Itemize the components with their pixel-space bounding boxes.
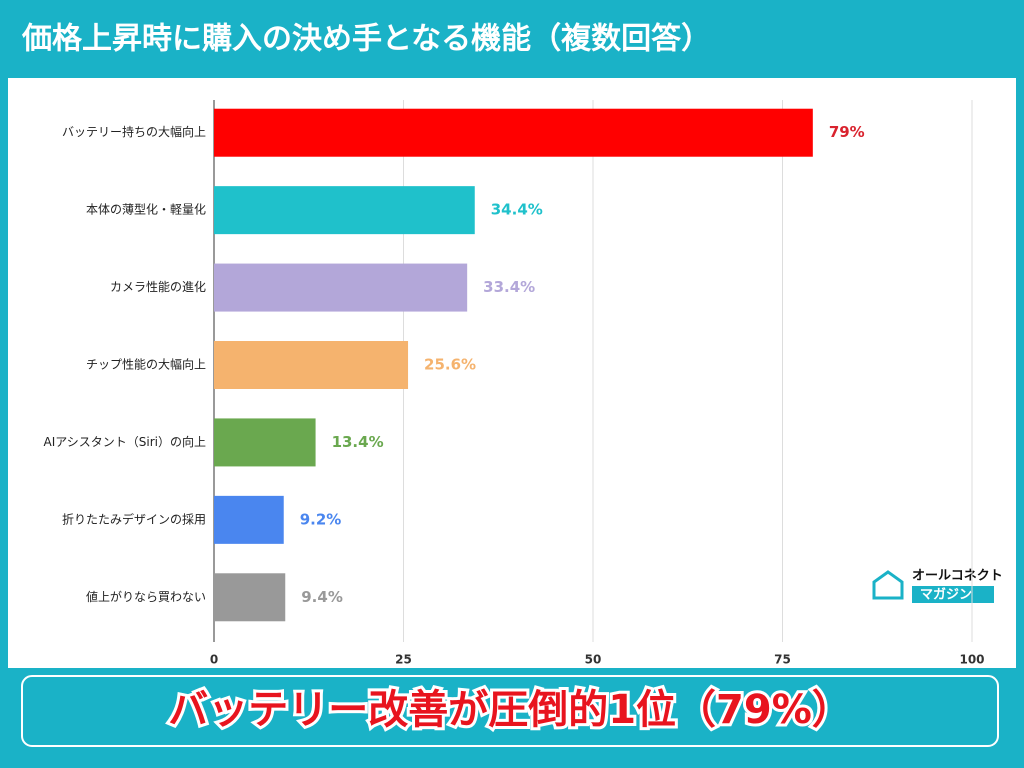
x-tick-label: 75	[774, 653, 791, 667]
value-label: 33.4%	[483, 278, 535, 296]
bar	[214, 341, 409, 389]
y-tick-label: AIアシスタント（Siri）の向上	[44, 434, 207, 449]
bar	[214, 418, 316, 467]
value-label: 9.2%	[300, 510, 342, 528]
bar	[214, 108, 813, 157]
value-label: 13.4%	[332, 433, 384, 451]
value-label: 79%	[829, 123, 865, 141]
y-tick-label: 本体の薄型化・軽量化	[86, 202, 206, 217]
y-tick-label: 値上がりなら買わない	[86, 589, 206, 604]
y-tick-label: 折りたたみデザインの採用	[62, 511, 206, 526]
x-tick-label: 0	[210, 653, 218, 667]
x-tick-label: 100	[959, 653, 984, 667]
x-tick-label: 25	[395, 653, 412, 667]
logo: オールコネクト マガジン	[872, 569, 1003, 603]
annotation: バッテリー改善が圧倒的1位（79%）	[168, 687, 852, 733]
logo-icon	[872, 570, 904, 600]
plot-area	[8, 78, 1016, 668]
bar	[214, 495, 284, 544]
value-label: 34.4%	[491, 201, 543, 219]
bar	[214, 186, 475, 235]
y-tick-label: カメラ性能の進化	[110, 280, 206, 294]
value-label: 25.6%	[424, 356, 476, 374]
x-tick-label: 50	[585, 653, 602, 667]
logo-text: オールコネクト	[912, 569, 1003, 584]
logo-text: マガジン	[920, 588, 972, 603]
annotation-box	[21, 675, 999, 747]
logo-badge	[912, 586, 994, 603]
bar	[214, 573, 286, 622]
y-tick-label: チップ性能の大幅向上	[86, 357, 206, 372]
y-tick-label: バッテリー持ちの大幅向上	[62, 124, 206, 139]
chart-title: 価格上昇時に購入の決め手となる機能（複数回答）	[21, 22, 711, 57]
bar	[214, 263, 468, 312]
value-label: 9.4%	[301, 588, 343, 606]
